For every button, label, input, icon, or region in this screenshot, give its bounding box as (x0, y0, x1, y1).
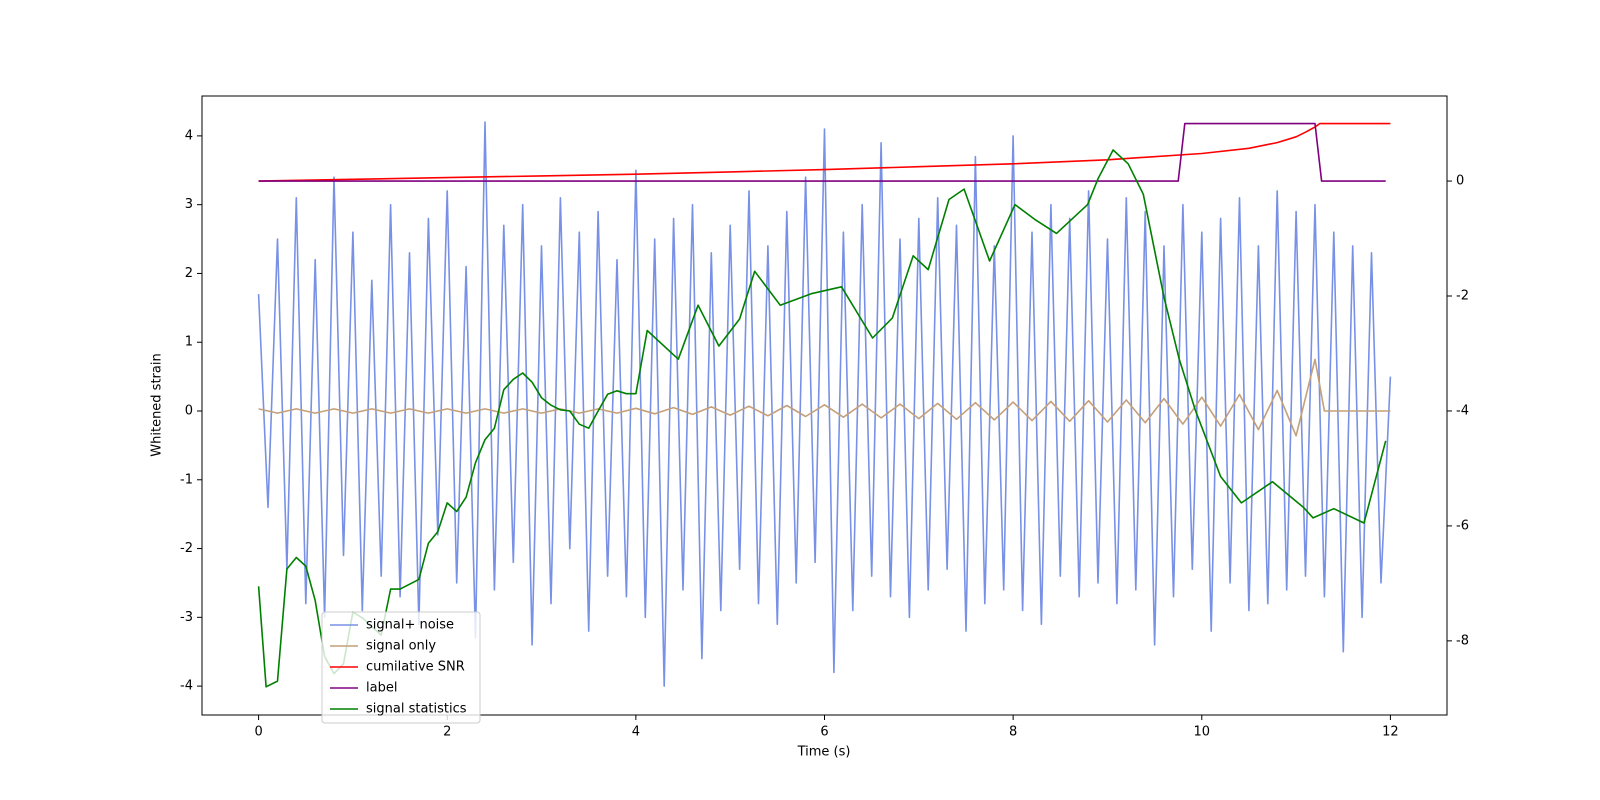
y-tick-label: 3 (185, 197, 193, 212)
y-tick-label: 1 (185, 335, 193, 350)
legend: signal+ noise signal only cumilative SNR la… (321, 611, 481, 724)
legend-label: signal only (366, 639, 436, 654)
x-tick-label: 12 (1382, 725, 1399, 740)
legend-label: cumilative SNR (366, 660, 465, 675)
y-tick-label: -2 (180, 541, 193, 556)
y-axis-label: Whitened strain (150, 353, 165, 456)
legend-box (321, 611, 481, 724)
y-tick-label: -1 (180, 472, 193, 487)
legend-label: signal statistics (366, 702, 467, 717)
x-tick-label: 4 (632, 725, 640, 740)
y-tick-label: 2 (185, 266, 193, 281)
y-tick-label: -4 (180, 679, 193, 694)
series-line (258, 122, 1391, 182)
x-tick-label: 6 (820, 725, 828, 740)
y-tick-label: -3 (180, 610, 193, 625)
plot-area (257, 121, 1392, 688)
legend-label: label (366, 681, 397, 696)
y2-tick-label: -4 (1456, 403, 1469, 418)
y-tick-label: 0 (185, 404, 193, 419)
y2-tick-label: -6 (1456, 518, 1469, 533)
x-tick-label: 2 (443, 725, 451, 740)
x-tick-label: 10 (1193, 725, 1210, 740)
y2-tick-label: -8 (1456, 633, 1469, 648)
series-line (258, 358, 1391, 437)
x-tick-label: 8 (1009, 725, 1017, 740)
series-line (257, 121, 1392, 687)
y2-tick-label: 0 (1456, 174, 1464, 189)
x-axis-label: Time (s) (797, 745, 851, 760)
y2-tick-label: -2 (1456, 289, 1469, 304)
legend-label: signal+ noise (366, 618, 454, 633)
y-tick-label: 4 (185, 128, 193, 143)
series-line (258, 122, 1386, 182)
x-tick-label: 0 (254, 725, 262, 740)
